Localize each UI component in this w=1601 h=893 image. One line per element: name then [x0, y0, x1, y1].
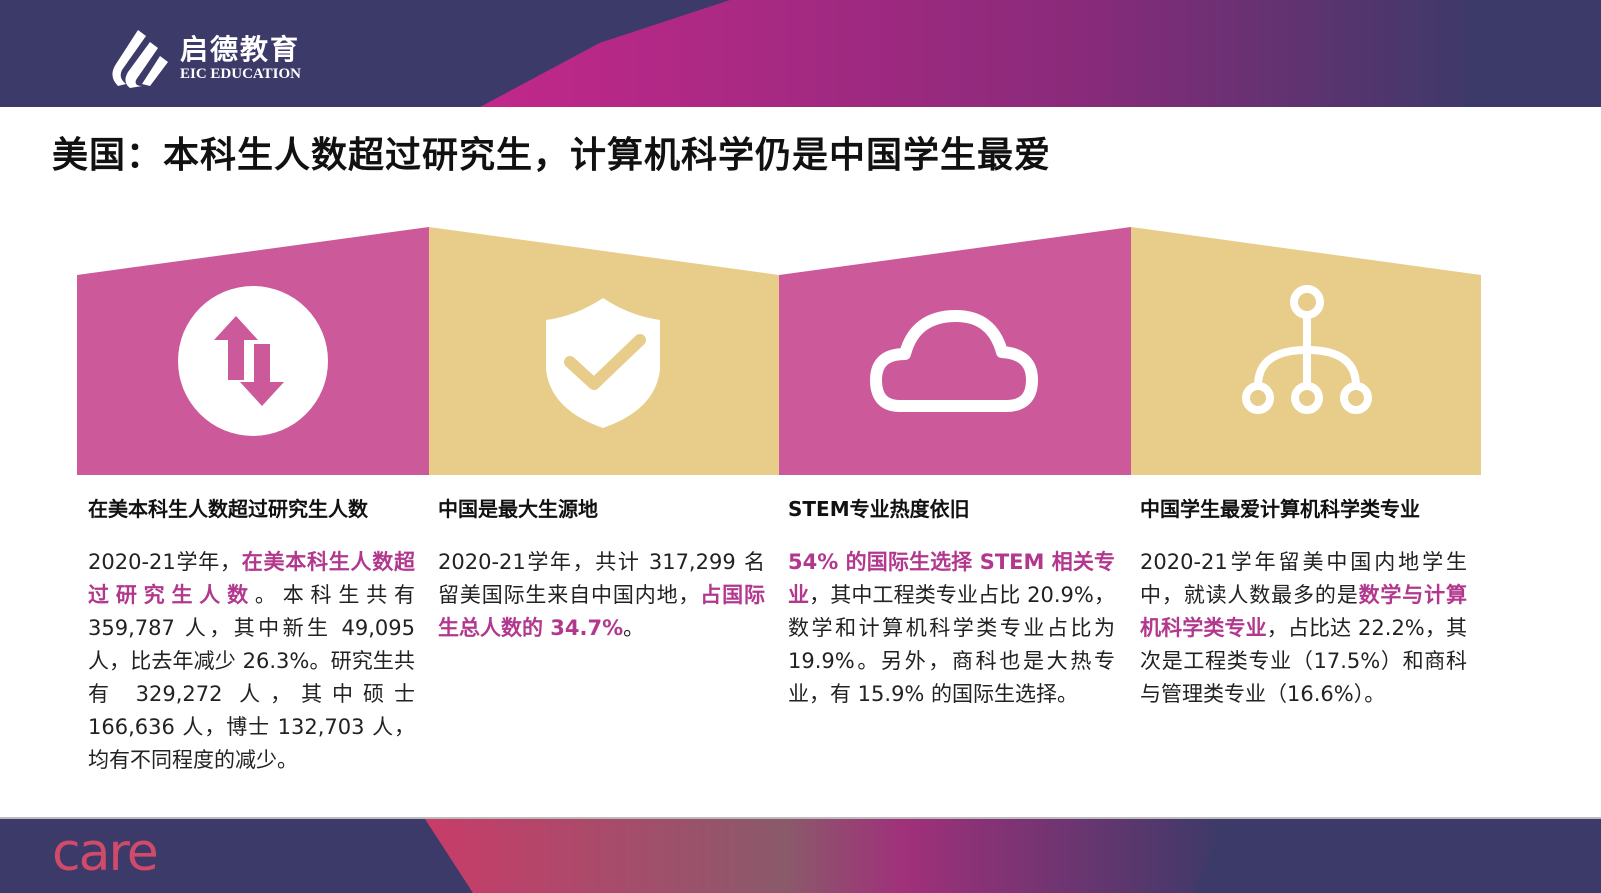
- icon-panels: [77, 227, 1481, 475]
- column-body: 2020-21学年，共计 317,299 名留美国际生来自中国内地，占国际生总人…: [438, 546, 765, 645]
- body-text: 。本科生共有 359,787 人，其中新生 49,095 人，比去年减少 26.…: [88, 583, 416, 772]
- body-text: 2020-21学年留美中国内地学生中，就读人数最多的是: [1140, 550, 1467, 607]
- eic-logo-icon: [112, 30, 168, 88]
- highlight-text: 54% 的国际生选择 STEM 相关专业: [788, 550, 1115, 607]
- column-heading: 中国是最大生源地: [438, 497, 598, 521]
- column-heading: 在美本科生人数超过研究生人数: [88, 497, 368, 521]
- body-text: 2020-21学年，共计 317,299 名留美国际生来自中国内地，: [438, 550, 765, 607]
- column-4: 中国学生最爱计算机科学类专业 2020-21学年留美中国内地学生中，就读人数最多…: [1140, 494, 1467, 711]
- column-2: 中国是最大生源地 2020-21学年，共计 317,299 名留美国际生来自中国…: [438, 494, 765, 645]
- body-text: ，其中工程类专业占比 20.9%，数学和计算机科学类专业占比为 19.9%。另外…: [788, 583, 1115, 706]
- cloud-icon: [870, 310, 1038, 412]
- footer-swoosh: [425, 819, 1225, 893]
- panel-3-bg: [779, 227, 1131, 475]
- highlight-text: 数学与计算机科学类专业: [1140, 583, 1468, 640]
- column-1: 在美本科生人数超过研究生人数 2020-21学年，在美本科生人数超过研究生人数。…: [88, 494, 415, 777]
- highlight-text: 占国际生总人数的 34.7%: [438, 583, 766, 640]
- column-heading: STEM专业热度依旧: [788, 497, 970, 521]
- body-text: 2020-21学年，: [88, 550, 242, 574]
- column-body: 2020-21学年，在美本科生人数超过研究生人数。本科生共有 359,787 人…: [88, 546, 415, 777]
- column-body: 54% 的国际生选择 STEM 相关专业，其中工程类专业占比 20.9%，数学和…: [788, 546, 1115, 711]
- shield-check-icon: [546, 298, 660, 428]
- body-text: ，占比达 22.2%，其次是工程类专业（17.5%）和商科与管理类专业（16.6…: [1140, 616, 1468, 706]
- column-3: STEM专业热度依旧 54% 的国际生选择 STEM 相关专业，其中工程类专业占…: [788, 494, 1115, 711]
- eic-logo: 启德教育 EIC EDUCATION: [108, 28, 301, 90]
- hierarchy-icon: [1242, 285, 1372, 414]
- page-title: 美国：本科生人数超过研究生，计算机科学仍是中国学生最爱: [52, 135, 1052, 176]
- header-banner: 启德教育 EIC EDUCATION: [0, 0, 1601, 107]
- column-body: 2020-21学年留美中国内地学生中，就读人数最多的是数学与计算机科学类专业，占…: [1140, 546, 1467, 711]
- footer-banner: care: [0, 817, 1601, 893]
- logo-text-cn: 启德教育: [180, 33, 301, 66]
- highlight-text: 在美本科生人数超过研究生人数: [88, 550, 415, 607]
- header-swoosh: [480, 0, 1480, 107]
- body-text: 。: [623, 616, 645, 640]
- logo-text-en: EIC EDUCATION: [180, 66, 301, 82]
- swap-arrows-icon: [178, 286, 328, 436]
- column-heading: 中国学生最爱计算机科学类专业: [1140, 497, 1420, 521]
- care-logo: care: [52, 823, 159, 883]
